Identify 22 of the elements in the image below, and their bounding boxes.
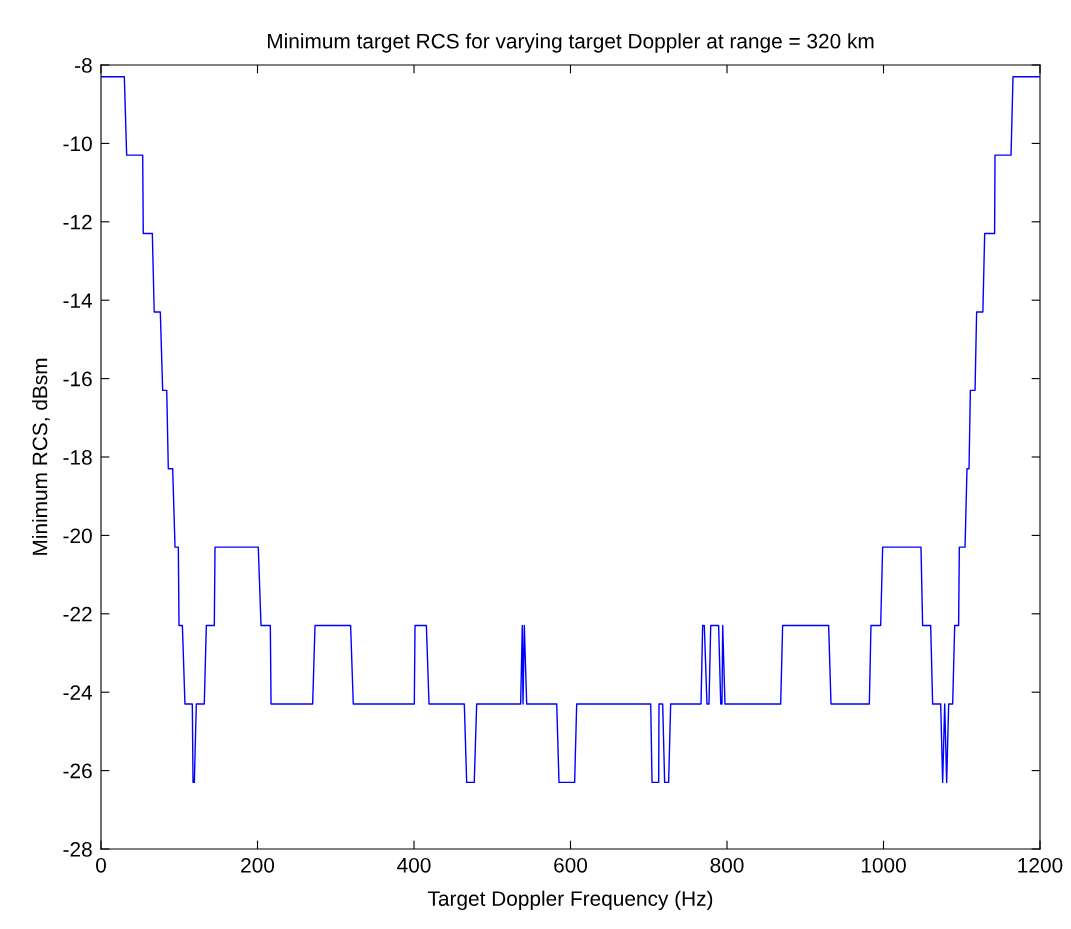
x-tick-label: 200 bbox=[241, 857, 275, 873]
y-tick-label: -22 bbox=[63, 606, 92, 622]
x-tick-label: 600 bbox=[554, 857, 588, 873]
x-tick-label: 1000 bbox=[861, 857, 906, 873]
x-tick-label: 0 bbox=[96, 857, 106, 873]
y-tick-label: -28 bbox=[63, 842, 92, 857]
y-tick-label: -8 bbox=[75, 58, 92, 73]
y-tick-label: -26 bbox=[63, 763, 92, 779]
x-axis-title: Target Doppler Frequency (Hz) bbox=[427, 890, 713, 911]
y-tick-label: -12 bbox=[63, 214, 92, 230]
x-tick-label: 400 bbox=[397, 857, 431, 873]
y-tick-label: -24 bbox=[63, 685, 93, 700]
line-series bbox=[101, 76, 1040, 784]
chart-title: Minimum target RCS for varying target Doppler at range = 320 km bbox=[267, 33, 874, 53]
x-tick-label: 800 bbox=[710, 857, 744, 873]
y-axis-title: Minimum RCS, dBsm bbox=[32, 358, 50, 555]
y-tick-label: -16 bbox=[63, 371, 92, 387]
y-tick-label: -20 bbox=[63, 528, 92, 544]
y-tick-label: -14 bbox=[63, 293, 93, 308]
y-tick-label: -10 bbox=[63, 136, 92, 152]
x-tick-label: 1200 bbox=[1018, 857, 1063, 873]
y-tick-label: -18 bbox=[63, 450, 92, 465]
